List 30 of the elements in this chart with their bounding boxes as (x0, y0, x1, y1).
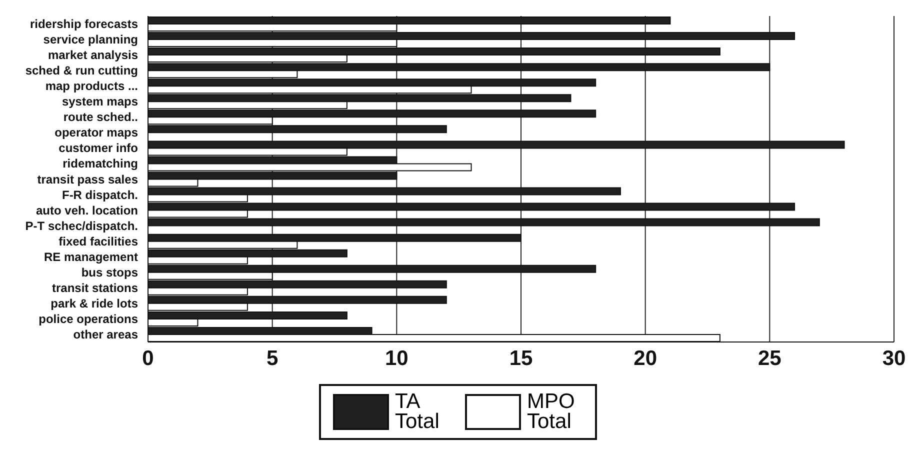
x-tick-label: 25 (758, 346, 782, 370)
y-tick-label: transit stations (52, 280, 138, 295)
y-tick-label: system maps (62, 94, 138, 109)
x-tick-label: 15 (509, 346, 533, 370)
y-tick-label: other areas (73, 328, 138, 342)
y-tick-label: operator maps (54, 126, 138, 140)
y-tick-label: police operations (38, 312, 138, 326)
y-tick-label: service planning (43, 32, 138, 47)
y-tick-label: bus stops (81, 265, 138, 280)
y-tick-label: route sched.. (63, 110, 138, 124)
x-tick-label: 5 (266, 346, 278, 370)
y-tick-label: market analysis (48, 48, 138, 62)
y-tick-label: ridership forecasts (30, 17, 138, 32)
x-tick-label: 30 (882, 346, 906, 370)
y-tick-label: customer info (58, 141, 138, 156)
y-tick-label: map products ... (45, 79, 138, 94)
x-tick-label: 10 (384, 346, 408, 370)
y-tick-label: park & ride lots (50, 296, 138, 310)
legend-label: MPO Total (527, 390, 576, 433)
y-tick-label: sched & run cutting (25, 64, 138, 78)
y-tick-label: transit pass sales (37, 172, 138, 186)
x-tick-label: 0 (142, 346, 154, 370)
y-tick-label: ridematching (62, 156, 138, 171)
legend-label: TA Total (395, 390, 440, 433)
y-tick-label: RE management (44, 250, 138, 264)
x-tick-label: 20 (634, 346, 658, 370)
y-tick-label: F-R dispatch. (62, 188, 138, 202)
y-tick-label: auto veh. location (36, 203, 138, 218)
y-tick-label: fixed facilities (58, 234, 138, 248)
y-tick-label: P-T schec/dispatch. (25, 218, 138, 233)
